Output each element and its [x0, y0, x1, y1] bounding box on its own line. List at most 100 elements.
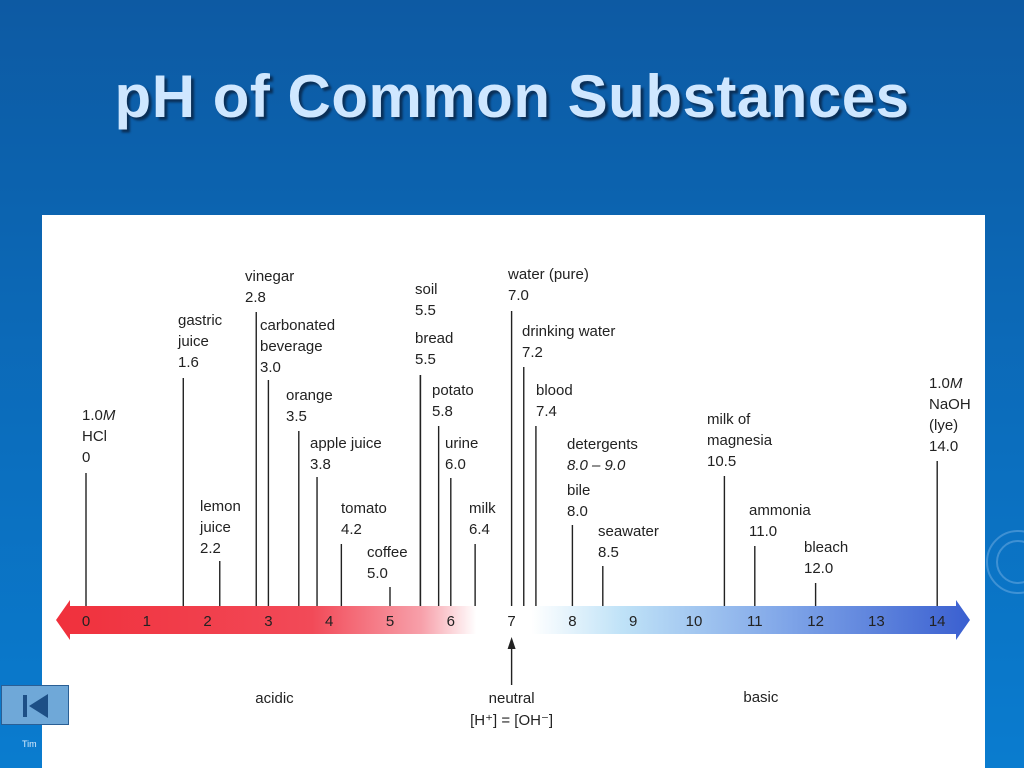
substance-bleach: bleach 12.0 — [804, 539, 848, 577]
substance-label-line: 8.5 — [598, 544, 619, 561]
ph-tick-label: 2 — [203, 613, 211, 630]
substance-label-line: gastric — [178, 312, 223, 329]
substance-orange: orange 3.5 — [286, 387, 333, 425]
substance-label-line: 5.5 — [415, 302, 436, 319]
substance-label-line: 14.0 — [929, 438, 958, 455]
substance-urine: urine 6.0 — [445, 435, 478, 473]
substance-label-line: 8.0 – 9.0 — [567, 457, 626, 474]
substance-gastric-juice: gastric juice 1.6 — [177, 312, 223, 371]
substance-label-line: seawater — [598, 523, 659, 540]
region-label-acidic: acidic — [255, 690, 294, 707]
ph-scale-figure: 1.0M HCl 0 gastric juice 1.6 lemon juice 2.2 vine… — [42, 215, 985, 768]
substance-label-line: (lye) — [929, 417, 958, 434]
region-label-neutral-equation: [H⁺] = [OH⁻] — [470, 712, 553, 729]
ph-tick-label: 9 — [629, 613, 637, 630]
substance-label-line: 0 — [82, 449, 90, 466]
substance-label-line: juice — [199, 519, 231, 536]
ph-tick-label: 1 — [143, 613, 151, 630]
skip-back-button[interactable] — [1, 685, 69, 725]
substance-naoh: 1.0M NaOH (lye) 14.0 — [929, 375, 971, 455]
skip-back-icon — [23, 694, 48, 718]
substance-ammonia: ammonia 11.0 — [749, 502, 811, 540]
substance-detergents: detergents 8.0 – 9.0 — [567, 436, 638, 474]
region-label-neutral: neutral — [489, 690, 535, 707]
substance-label-line: potato — [432, 382, 474, 399]
substance-label-line: milk of — [707, 411, 751, 428]
ph-tick-label: 12 — [807, 613, 824, 630]
substance-coffee: coffee 5.0 — [367, 544, 408, 582]
substance-milk-of-magnesia: milk of magnesia 10.5 — [707, 411, 773, 470]
substance-label-line: coffee — [367, 544, 408, 561]
ph-tick-label: 13 — [868, 613, 885, 630]
substance-label-line: 3.0 — [260, 359, 281, 376]
substance-hcl: 1.0M HCl 0 — [82, 407, 116, 466]
substance-seawater: seawater 8.5 — [598, 523, 659, 561]
substance-label-line: juice — [177, 333, 209, 350]
ph-scale-arrow — [56, 600, 970, 640]
substance-label-line: soil — [415, 281, 438, 298]
substance-label-line: 5.8 — [432, 403, 453, 420]
footer-text: Tim — [22, 739, 37, 749]
ph-tick-label: 6 — [447, 613, 455, 630]
substance-label-line: 8.0 — [567, 503, 588, 520]
substance-label-line: carbonated — [260, 317, 335, 334]
substance-potato: potato 5.8 — [432, 382, 474, 420]
substance-label-line: ammonia — [749, 502, 811, 519]
substance-label-line: vinegar — [245, 268, 294, 285]
ph-tick-label: 8 — [568, 613, 576, 630]
substance-label-line: 7.0 — [508, 287, 529, 304]
substance-label-line: NaOH — [929, 396, 971, 413]
substance-bile: bile 8.0 — [567, 482, 590, 520]
ph-tick-label: 0 — [82, 613, 90, 630]
substance-label-line: 1.0M — [82, 407, 116, 424]
substance-vinegar: vinegar 2.8 — [245, 268, 294, 306]
substance-label-line: 6.0 — [445, 456, 466, 473]
substance-tomato: tomato 4.2 — [341, 500, 387, 538]
ph-tick-label: 14 — [929, 613, 946, 630]
substance-label-line: tomato — [341, 500, 387, 517]
slide-title: pH of Common Substances — [114, 63, 910, 130]
substance-label-line: detergents — [567, 436, 638, 453]
substance-label-line: orange — [286, 387, 333, 404]
substance-label-line: 3.8 — [310, 456, 331, 473]
substance-bread: bread 5.5 — [415, 330, 453, 368]
substance-label-line: 1.0M — [929, 375, 963, 392]
substance-label-line: 11.0 — [749, 523, 777, 540]
ph-tick-label: 5 — [386, 613, 394, 630]
ph-tick-label: 11 — [747, 613, 763, 630]
substance-label-line: 1.6 — [178, 354, 199, 371]
ph-tick-label: 4 — [325, 613, 333, 630]
substance-label-line: blood — [536, 382, 573, 399]
substance-label-line: 3.5 — [286, 408, 307, 425]
substance-label-line: HCl — [82, 428, 107, 445]
substance-label-line: lemon — [200, 498, 241, 515]
substance-soil: soil 5.5 — [415, 281, 438, 319]
substance-label-line: water (pure) — [507, 266, 589, 283]
substance-drinking-water: drinking water 7.2 — [522, 323, 615, 361]
neutral-arrowhead — [507, 637, 516, 649]
substance-water-pure: water (pure) 7.0 — [507, 266, 589, 304]
substance-label-line: beverage — [260, 338, 323, 355]
substance-label-line: bleach — [804, 539, 848, 556]
substance-label-line: magnesia — [707, 432, 773, 449]
substance-label-line: apple juice — [310, 435, 382, 452]
ph-tick-label: 7 — [507, 613, 515, 630]
ph-scale-diagram: 1.0M HCl 0 gastric juice 1.6 lemon juice 2.2 vine… — [56, 266, 971, 729]
substance-label-line: 6.4 — [469, 521, 490, 538]
substance-label-line: 7.4 — [536, 403, 557, 420]
substance-label-line: 5.5 — [415, 351, 436, 368]
substance-milk: milk 6.4 — [469, 500, 496, 538]
substance-label-line: 2.2 — [200, 540, 221, 557]
substance-label-line: 10.5 — [707, 453, 736, 470]
substance-label-line: 5.0 — [367, 565, 388, 582]
substance-lemon-juice: lemon juice 2.2 — [199, 498, 241, 557]
region-label-basic: basic — [743, 689, 779, 706]
ph-tick-label: 10 — [686, 613, 703, 630]
substance-label-line: 7.2 — [522, 344, 543, 361]
substance-label-line: 2.8 — [245, 289, 266, 306]
substance-label-line: drinking water — [522, 323, 615, 340]
substance-label-line: 4.2 — [341, 521, 362, 538]
substance-label-line: bread — [415, 330, 453, 347]
substance-carbonated-beverage: carbonated beverage 3.0 — [260, 317, 335, 376]
substance-apple-juice: apple juice 3.8 — [310, 435, 382, 473]
